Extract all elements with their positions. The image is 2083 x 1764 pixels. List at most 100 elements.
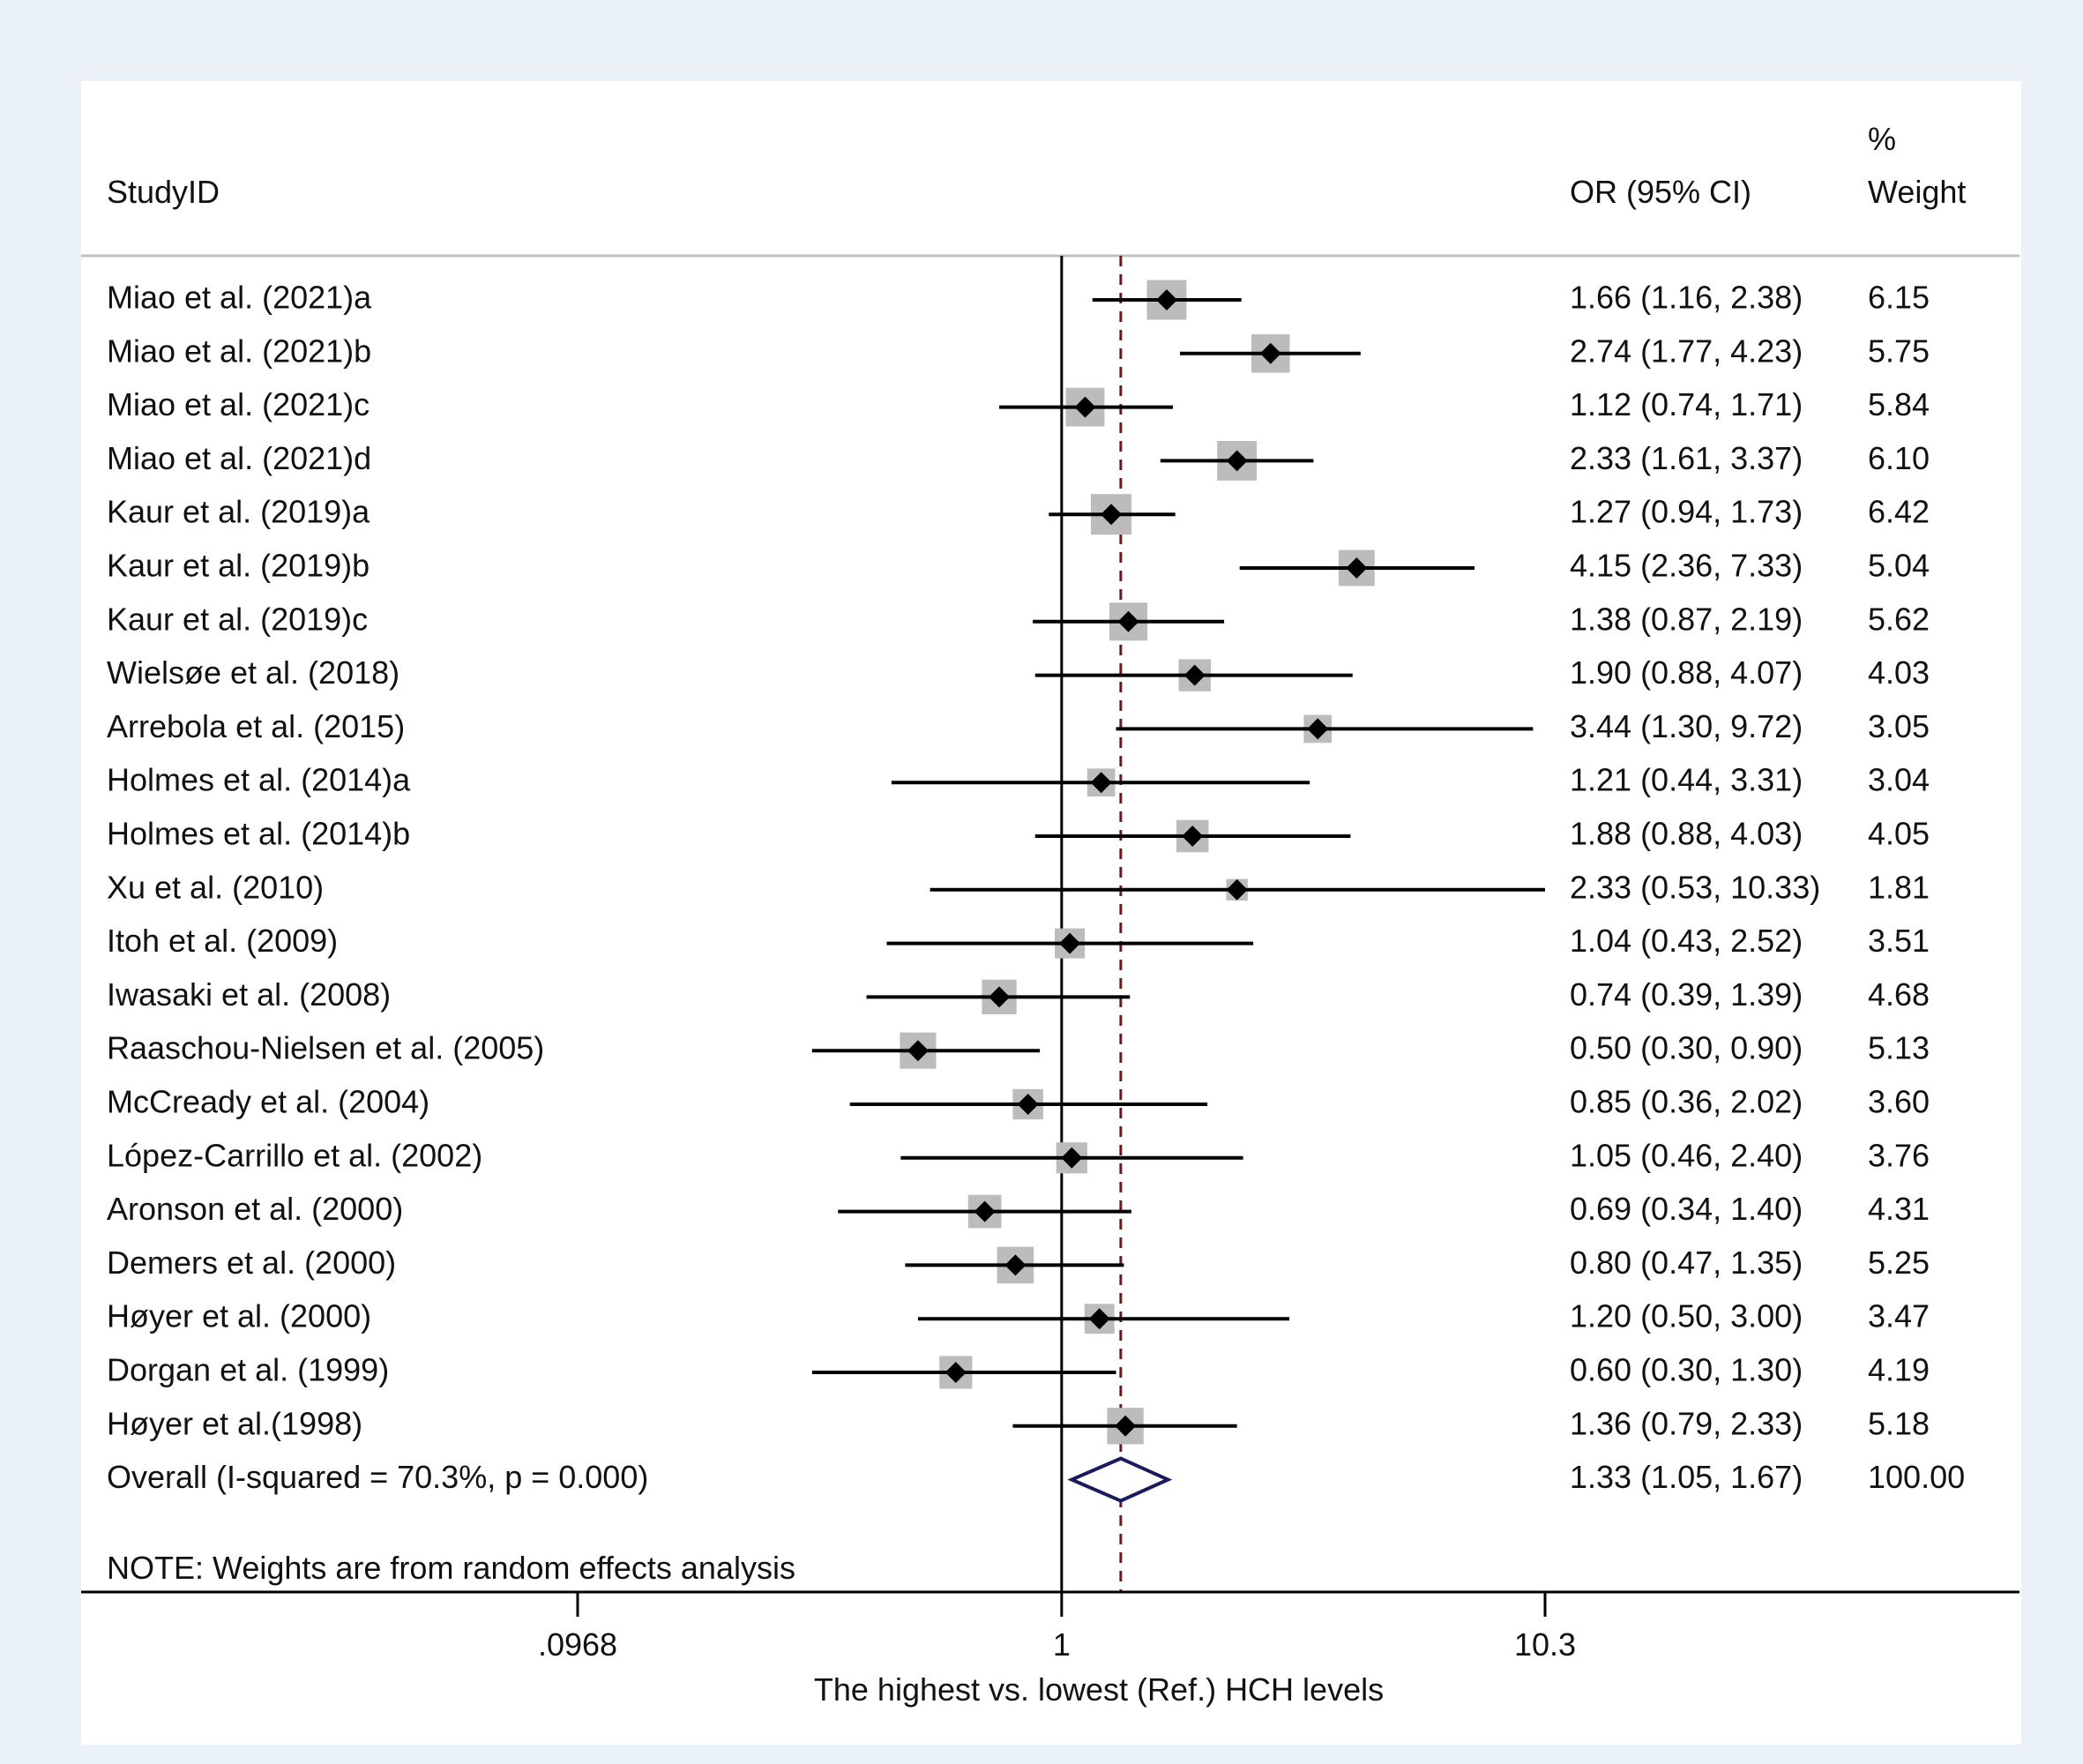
study-row: Wielsøe et al. (2018) 1.90 (0.88, 4.07) 4.… [107, 654, 1930, 691]
study-ci-text: 1.38 (0.87, 2.19) [1570, 601, 1803, 637]
study-weight-text: 3.60 [1868, 1084, 1930, 1120]
study-weight-text: 4.68 [1868, 976, 1930, 1013]
point-estimate [1090, 772, 1112, 794]
study-ci-text: 0.74 (0.39, 1.39) [1570, 976, 1803, 1013]
study-label: López-Carrillo et al. (2002) [107, 1137, 482, 1173]
study-label: Aronson et al. (2000) [107, 1191, 403, 1227]
study-label: Kaur et al. (2019)a [107, 494, 370, 530]
study-weight-text: 6.10 [1868, 440, 1930, 476]
point-estimate [989, 986, 1011, 1008]
study-ci-text: 1.88 (0.88, 4.03) [1570, 816, 1803, 852]
overall-ci-text: 1.33 (1.05, 1.67) [1570, 1459, 1803, 1495]
study-label: Raaschou-Nielsen et al. (2005) [107, 1030, 544, 1066]
study-ci-text: 1.90 (0.88, 4.07) [1570, 654, 1803, 691]
point-estimate [944, 1362, 967, 1383]
study-ci-text: 1.04 (0.43, 2.52) [1570, 923, 1803, 959]
study-row: McCready et al. (2004) 0.85 (0.36, 2.02) 3… [107, 1084, 1930, 1120]
study-label: Høyer et al. (2000) [107, 1298, 371, 1334]
study-ci-text: 2.33 (0.53, 10.33) [1570, 869, 1820, 905]
study-row: Høyer et al.(1998) 1.36 (0.79, 2.33) 5.18 [107, 1405, 1930, 1445]
study-weight-text: 3.47 [1868, 1298, 1930, 1334]
study-row: Høyer et al. (2000) 1.20 (0.50, 3.00) 3.47 [107, 1298, 1930, 1334]
study-weight-text: 4.05 [1868, 816, 1930, 852]
study-ci-text: 0.85 (0.36, 2.02) [1570, 1084, 1803, 1120]
study-row: Miao et al. (2021)b 2.74 (1.77, 4.23) 5.75 [107, 333, 1930, 373]
study-label: Miao et al. (2021)d [107, 440, 371, 476]
study-ci-text: 0.69 (0.34, 1.40) [1570, 1191, 1803, 1227]
study-ci-text: 1.12 (0.74, 1.71) [1570, 386, 1803, 422]
study-row: Arrebola et al. (2015) 3.44 (1.30, 9.72) 3… [107, 708, 1930, 744]
overall-label: Overall (I-squared = 70.3%, p = 0.000) [107, 1459, 648, 1495]
point-estimate [1059, 932, 1081, 954]
study-weight-text: 1.81 [1868, 869, 1930, 905]
study-row: Raaschou-Nielsen et al. (2005) 0.50 (0.30… [107, 1030, 1930, 1069]
study-weight-text: 5.18 [1868, 1405, 1930, 1441]
study-weight-text: 5.04 [1868, 548, 1930, 584]
study-weight-text: 6.15 [1868, 280, 1930, 316]
note-text: NOTE: Weights are from random effects an… [107, 1550, 795, 1586]
study-label: Iwasaki et al. (2008) [107, 976, 391, 1013]
study-weight-text: 5.25 [1868, 1245, 1930, 1281]
point-estimate [1346, 557, 1368, 579]
point-estimate [1061, 1147, 1083, 1169]
overall-row: Overall (I-squared = 70.3%, p = 0.000) 1.… [107, 1456, 1965, 1503]
study-ci-text: 4.15 (2.36, 7.33) [1570, 548, 1803, 584]
study-weight-text: 3.51 [1868, 923, 1930, 959]
study-row: Holmes et al. (2014)b 1.88 (0.88, 4.03) 4.… [107, 816, 1930, 853]
point-estimate [974, 1200, 996, 1222]
point-estimate [1101, 504, 1123, 526]
study-weight-text: 5.62 [1868, 601, 1930, 637]
study-row: López-Carrillo et al. (2002) 1.05 (0.46, … [107, 1137, 1930, 1174]
point-estimate [1155, 289, 1177, 310]
study-label: Holmes et al. (2014)b [107, 816, 410, 852]
study-row: Kaur et al. (2019)b 4.15 (2.36, 7.33) 5.04 [107, 548, 1930, 587]
point-estimate [1017, 1094, 1039, 1115]
x-tick-label: .0968 [538, 1626, 617, 1663]
study-ci-text: 1.05 (0.46, 2.40) [1570, 1137, 1803, 1173]
study-row: Aronson et al. (2000) 0.69 (0.34, 1.40) 4.… [107, 1191, 1930, 1229]
study-label: Holmes et al. (2014)a [107, 762, 411, 798]
plot-panel [81, 81, 2021, 1745]
point-estimate [1307, 718, 1329, 740]
point-estimate [1183, 664, 1206, 686]
study-ci-text: 2.33 (1.61, 3.37) [1570, 440, 1803, 476]
study-label: Xu et al. (2010) [107, 869, 324, 905]
point-estimate [1088, 1308, 1110, 1330]
study-label: Miao et al. (2021)a [107, 280, 372, 316]
study-row: Holmes et al. (2014)a 1.21 (0.44, 3.31) 3.… [107, 762, 1930, 798]
study-label: Arrebola et al. (2015) [107, 708, 405, 744]
header-weight-bottom: Weight [1868, 174, 1966, 210]
study-row: Iwasaki et al. (2008) 0.74 (0.39, 1.39) 4.… [107, 976, 1930, 1015]
point-estimate [1117, 610, 1139, 632]
study-ci-text: 3.44 (1.30, 9.72) [1570, 708, 1803, 744]
study-ci-text: 1.21 (0.44, 3.31) [1570, 762, 1803, 798]
study-weight-text: 3.05 [1868, 708, 1930, 744]
study-label: Miao et al. (2021)b [107, 333, 371, 369]
point-estimate [907, 1040, 929, 1062]
study-weight-text: 3.04 [1868, 762, 1930, 798]
study-row: Miao et al. (2021)d 2.33 (1.61, 3.37) 6.10 [107, 440, 1930, 481]
study-weight-text: 5.84 [1868, 386, 1930, 422]
study-label: Itoh et al. (2009) [107, 923, 338, 959]
study-ci-text: 1.66 (1.16, 2.38) [1570, 280, 1803, 316]
header-weight-top: % [1868, 121, 1896, 157]
study-label: McCready et al. (2004) [107, 1084, 429, 1120]
study-label: Høyer et al.(1998) [107, 1405, 362, 1441]
overall-diamond [1067, 1456, 1173, 1503]
study-row: Dorgan et al. (1999) 0.60 (0.30, 1.30) 4.1… [107, 1352, 1930, 1389]
study-row: Miao et al. (2021)c 1.12 (0.74, 1.71) 5.84 [107, 386, 1930, 427]
study-weight-text: 4.19 [1868, 1352, 1930, 1388]
header-study: StudyID [107, 174, 220, 210]
overall-weight-text: 100.00 [1868, 1459, 1965, 1495]
study-label: Kaur et al. (2019)b [107, 548, 370, 584]
study-ci-text: 2.74 (1.77, 4.23) [1570, 333, 1803, 369]
point-estimate [1004, 1254, 1027, 1276]
point-estimate [1115, 1415, 1137, 1437]
point-estimate [1226, 878, 1248, 901]
study-weight-text: 5.13 [1868, 1030, 1930, 1066]
point-estimate [1182, 826, 1204, 847]
x-tick-label: 10.3 [1514, 1626, 1576, 1663]
study-ci-text: 1.36 (0.79, 2.33) [1570, 1405, 1803, 1441]
point-estimate [1259, 342, 1281, 364]
